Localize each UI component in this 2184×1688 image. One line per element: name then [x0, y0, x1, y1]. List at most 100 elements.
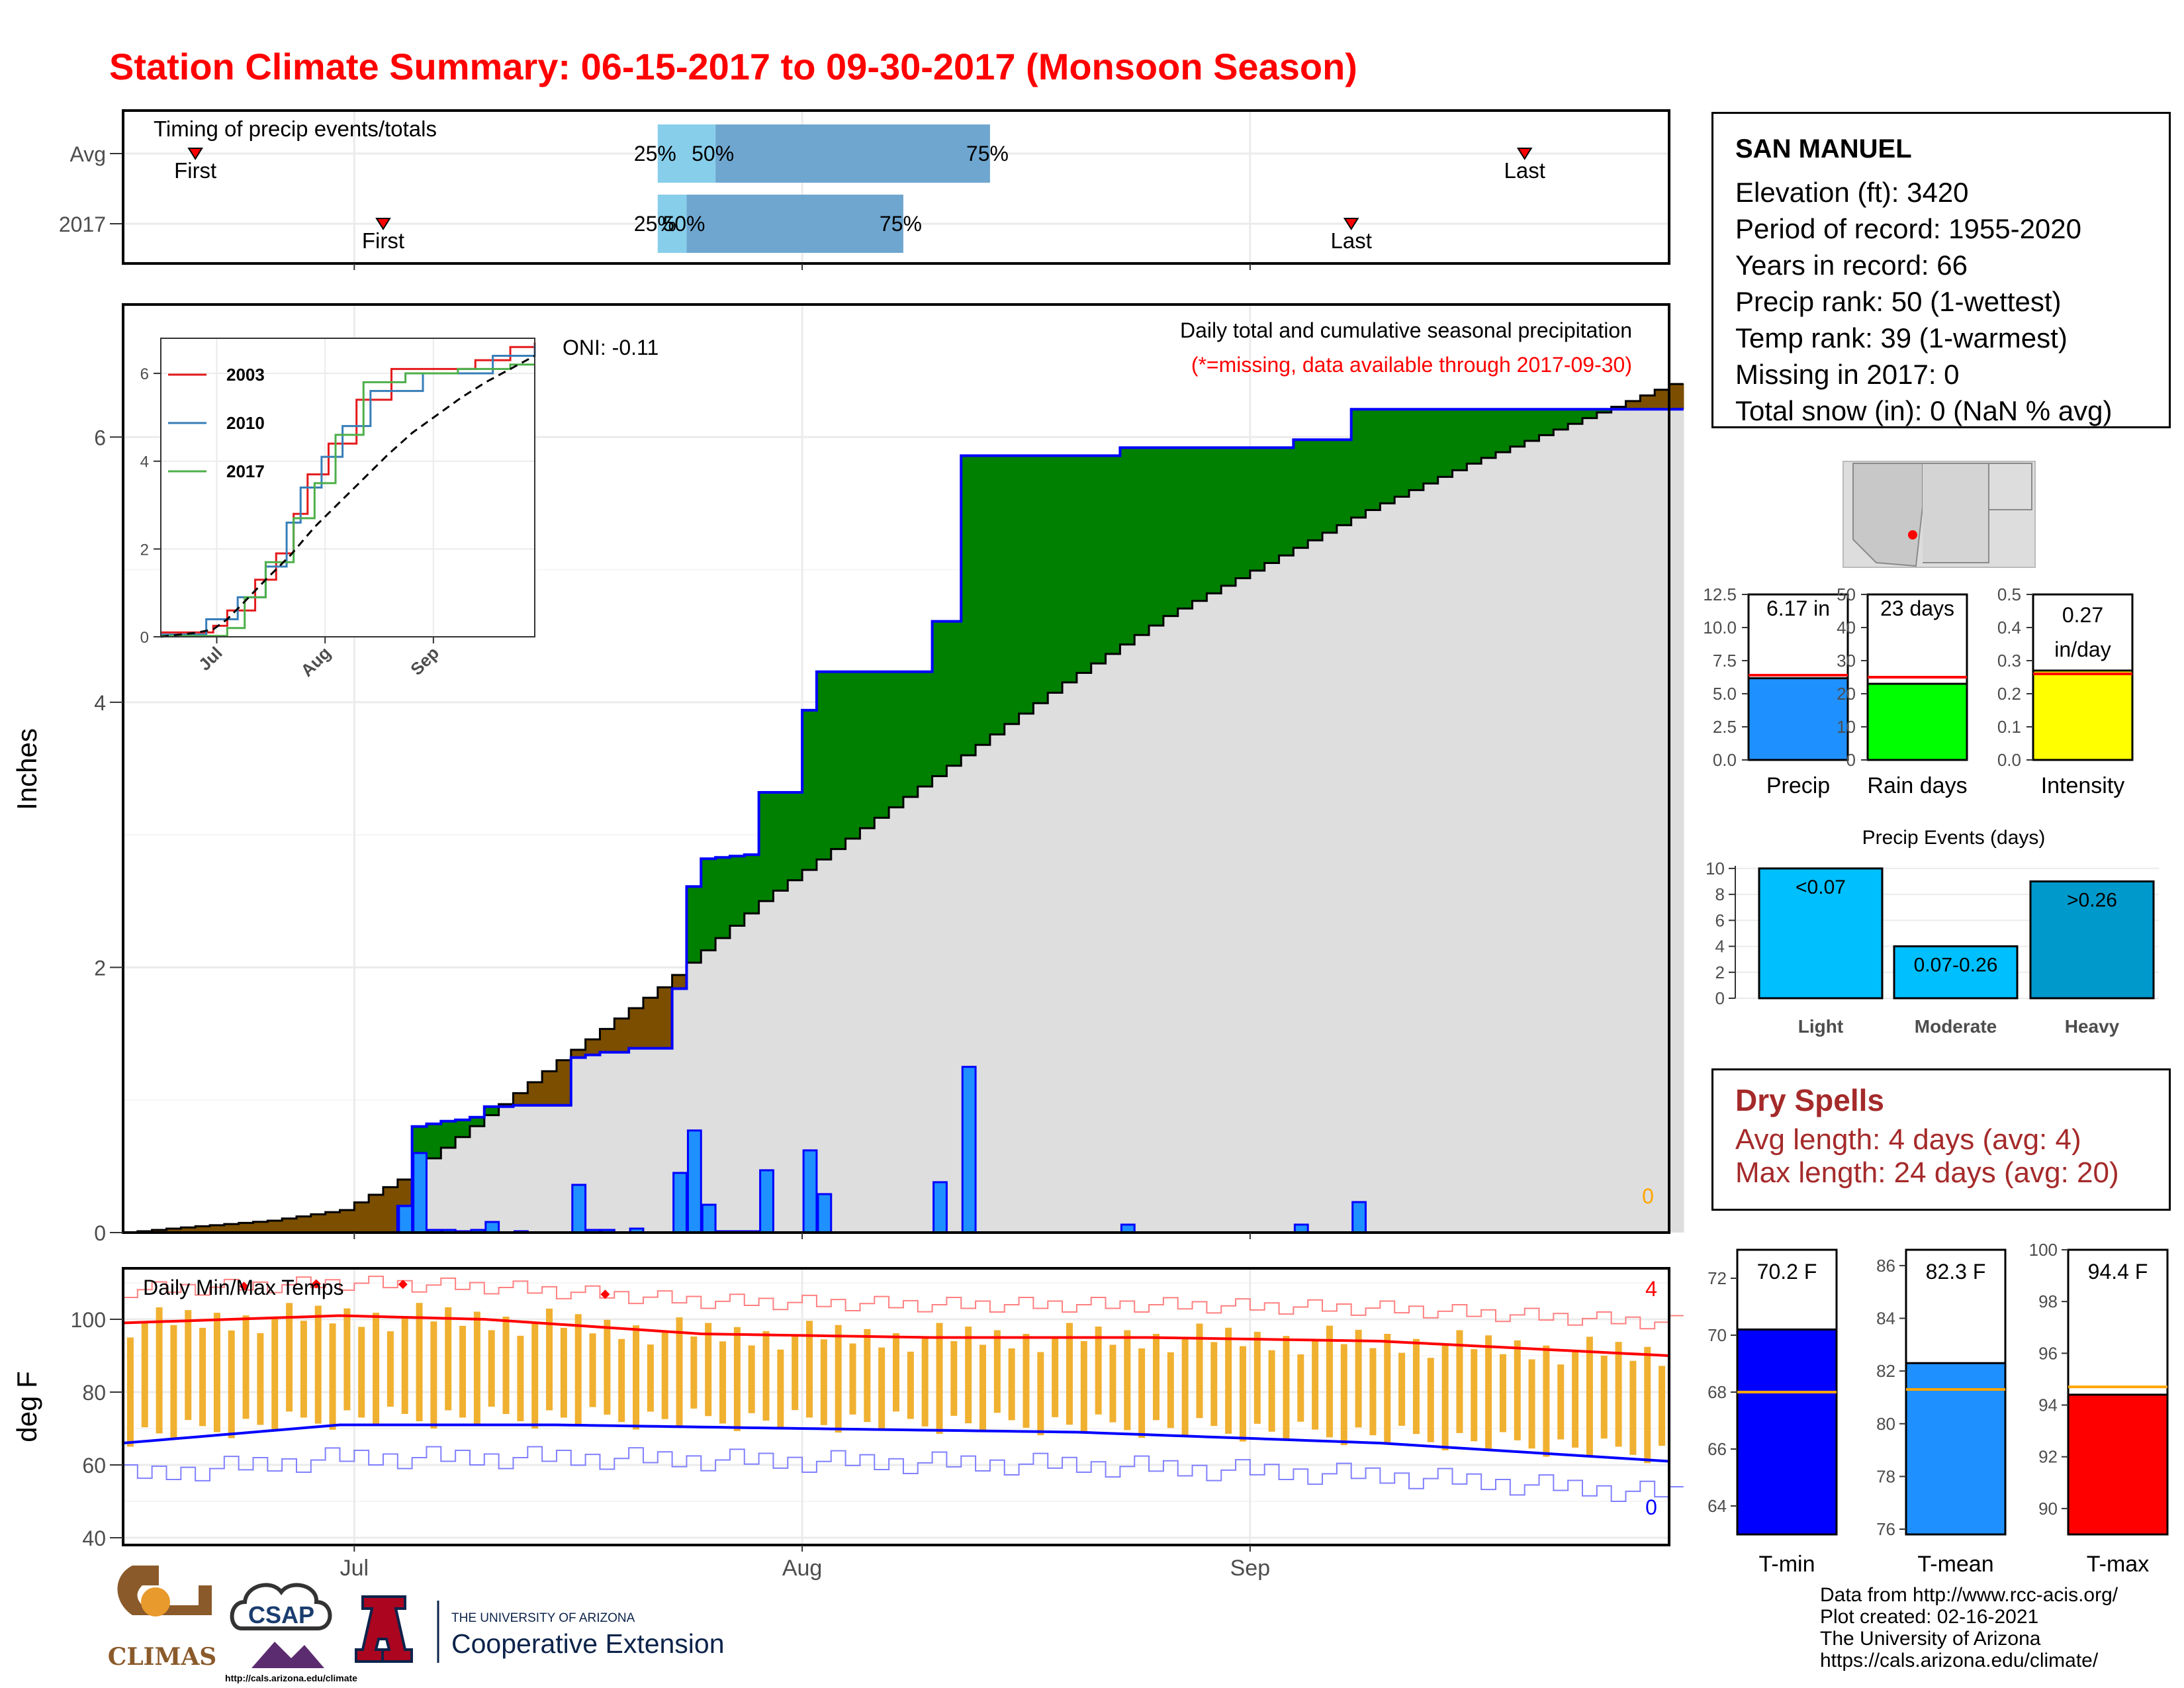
- temp-bar-tick: 100: [2029, 1240, 2058, 1260]
- surplus-area: [1423, 409, 1439, 484]
- avg-area: [816, 859, 832, 1233]
- avg-area: [527, 1105, 543, 1233]
- surplus-area: [1322, 440, 1338, 533]
- surplus-area: [1496, 409, 1511, 453]
- avg-area: [802, 870, 817, 1233]
- avg-area: [1423, 483, 1439, 1233]
- station-precip-rank: Precip rank: 50 (1-wettest): [1735, 286, 2062, 317]
- summary-label: Precip: [1766, 773, 1830, 798]
- avg-area: [1293, 547, 1308, 1233]
- surplus-area: [1582, 409, 1598, 418]
- surplus-area: [961, 455, 976, 755]
- surplus-area: [1236, 447, 1251, 579]
- summary-tick: 40: [1837, 618, 1856, 637]
- deficit-area: [166, 1228, 181, 1233]
- cumulative-avg-line: [123, 383, 1684, 1234]
- surplus-area: [946, 621, 962, 766]
- temp-bar-tick: 94: [2038, 1395, 2058, 1415]
- deficit-area: [1655, 389, 1670, 410]
- surplus-area: [1351, 409, 1367, 518]
- avg-area: [874, 818, 889, 1233]
- daily-precip-bar: [1351, 1201, 1367, 1234]
- logos: CLIMAS CSAP http://cals.arizona.edu/climat…: [108, 1566, 725, 1683]
- first-marker: [187, 148, 203, 160]
- dry-spells-avg: Avg length: 4 days (avg: 4): [1735, 1123, 2081, 1156]
- surplus-area: [729, 856, 745, 926]
- last-marker: [1343, 218, 1359, 230]
- precip-note: Daily total and cumulative seasonal prec…: [1180, 318, 1632, 342]
- deficit-area: [397, 1179, 413, 1206]
- surplus-area: [701, 859, 716, 951]
- deficit-area: [657, 987, 673, 1049]
- avg-area: [758, 901, 774, 1233]
- precip-frame: [122, 303, 1670, 1234]
- surplus-area: [1409, 409, 1424, 491]
- station-missing: Missing in 2017: 0: [1735, 359, 1960, 390]
- deficit-area: [296, 1216, 312, 1233]
- avg-area: [1336, 525, 1352, 1233]
- last-label: Last: [1331, 228, 1372, 253]
- avg-area: [1467, 463, 1482, 1233]
- events-tick: 8: [1715, 884, 1725, 904]
- summary-bar: [2032, 669, 2134, 761]
- deficit-area: [238, 1223, 254, 1233]
- summary-tick: 7.5: [1713, 651, 1737, 671]
- inset-year-line: [161, 363, 535, 637]
- surplus-area: [1033, 455, 1048, 704]
- surplus-area: [976, 455, 991, 745]
- surplus-area: [1336, 440, 1352, 526]
- y-tick-label: 4: [94, 691, 106, 715]
- avg-area: [542, 1105, 557, 1233]
- arizona-state: [1852, 463, 1923, 567]
- legend-label: 2017: [226, 461, 265, 481]
- daily-precip-bar: [398, 1205, 414, 1234]
- avg-area: [643, 1048, 659, 1233]
- surplus-area: [1004, 455, 1020, 724]
- timing-title: Timing of precip events/totals: [154, 117, 437, 141]
- avg-area: [1177, 608, 1193, 1233]
- temp-bar-tick: 90: [2038, 1499, 2058, 1519]
- surplus-area: [1452, 409, 1467, 471]
- avg-area: [1669, 409, 1684, 1233]
- summary-tick: 20: [1837, 684, 1856, 704]
- surplus-area: [874, 671, 889, 818]
- avg-area: [932, 776, 948, 1233]
- surplus-area: [1149, 447, 1164, 626]
- avg-area: [1149, 625, 1164, 1233]
- x-tick-label: Sep: [1230, 1556, 1271, 1581]
- deficit-area: [513, 1093, 528, 1105]
- daily-precip-bar: [412, 1152, 428, 1234]
- avg-area: [672, 988, 688, 1233]
- summary-label: Intensity: [2041, 773, 2125, 798]
- daily-precip-bar: [933, 1181, 948, 1234]
- inset-y-tick: 0: [140, 629, 149, 647]
- avg-area: [1250, 571, 1265, 1233]
- y-tick-label: 40: [82, 1526, 106, 1550]
- quartile-box-50-75: [715, 124, 990, 183]
- temp-bar-value: 82.3 F: [1926, 1260, 1986, 1284]
- cumulative-2017-line: [123, 408, 1684, 1234]
- first-marker: [375, 218, 391, 230]
- avg-area: [701, 950, 716, 1233]
- station-snow: Total snow (in): 0 (NaN % avg): [1735, 395, 2113, 426]
- avg-area: [1582, 418, 1598, 1233]
- summary-tick: 0.1: [1997, 717, 2021, 737]
- credits: Data from http://www.rcc-acis.org/ Plot …: [1820, 1584, 2118, 1671]
- avg-area: [1322, 532, 1338, 1233]
- avg-area: [976, 745, 991, 1233]
- summary-bars: 0.0 2.5 5.0 7.5 10.0 12.5 6.17 in Precip 0 10 20 30…: [1703, 585, 2134, 798]
- surplus-area: [715, 857, 731, 939]
- deficit-area: [152, 1229, 167, 1233]
- y-axis-label: deg F: [11, 1371, 42, 1442]
- first-label: First: [362, 228, 404, 253]
- surplus-area: [1394, 409, 1410, 497]
- summary-tick: 10.0: [1703, 618, 1737, 637]
- summary-tick: 30: [1837, 651, 1856, 671]
- surplus-area: [1264, 447, 1280, 563]
- summary-tick: 0.3: [1997, 651, 2021, 671]
- avg-area: [1004, 724, 1020, 1233]
- credit-line: Data from http://www.rcc-acis.org/: [1820, 1584, 2118, 1606]
- surplus-area: [1553, 409, 1569, 430]
- daily-precip-bar: [484, 1221, 500, 1234]
- avg-area: [1496, 452, 1511, 1233]
